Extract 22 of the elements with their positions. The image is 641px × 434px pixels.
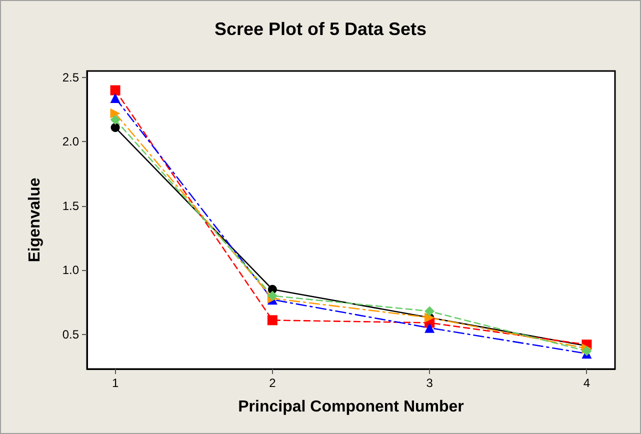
x-axis-title: Principal Component Number xyxy=(238,398,464,416)
chart-title: Scree Plot of 5 Data Sets xyxy=(214,19,427,39)
y-axis-title: Eigenvalue xyxy=(26,178,44,262)
y-tick-label: 1.5 xyxy=(62,198,80,213)
point xyxy=(110,114,120,125)
x-tick-label: 4 xyxy=(583,376,590,390)
y-tick-label: 1.0 xyxy=(62,263,80,278)
point xyxy=(424,322,435,333)
y-tick-label: 2.0 xyxy=(62,134,80,149)
point xyxy=(267,290,278,301)
point xyxy=(267,315,278,326)
x-tick-label: 3 xyxy=(426,376,434,390)
y-tick-label: 2.5 xyxy=(62,70,80,84)
y-tick-label: 0.5 xyxy=(62,327,80,342)
point xyxy=(110,92,120,103)
x-tick-label: 2 xyxy=(269,376,276,390)
point xyxy=(110,123,120,132)
point xyxy=(424,306,435,316)
x-tick-label: 1 xyxy=(112,376,119,390)
point xyxy=(582,346,592,356)
point xyxy=(110,85,120,96)
point xyxy=(110,108,120,118)
